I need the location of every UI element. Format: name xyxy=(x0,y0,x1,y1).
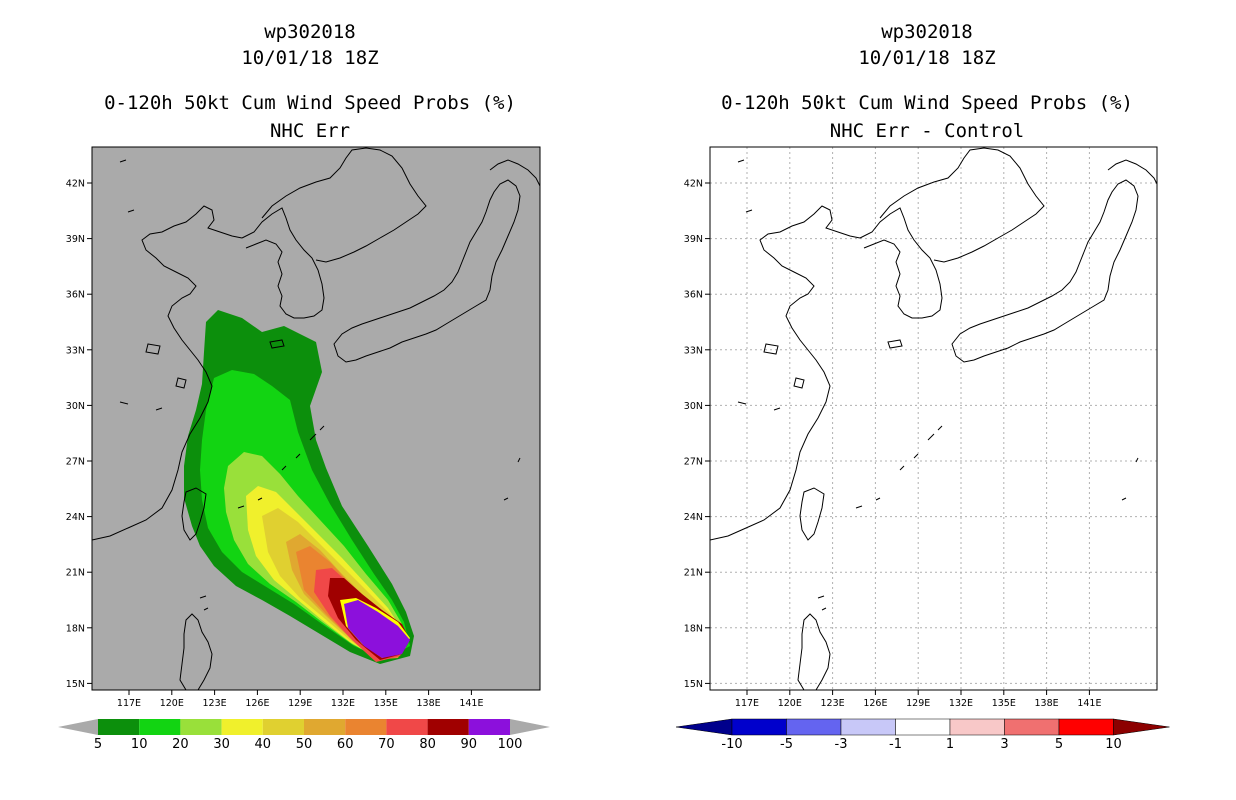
y-tick-label: 21N xyxy=(684,568,703,579)
x-tick-label: 135E xyxy=(992,698,1016,709)
colorbar-swatch xyxy=(139,719,181,735)
colorbar-swatch xyxy=(840,718,896,736)
right-axis-ticks: 117E 120E 123E 126E 129E 132E 135E 138E 141E 42N 3… xyxy=(684,179,1102,710)
y-tick-label: 33N xyxy=(684,345,703,356)
colorbar-label: 10 xyxy=(1105,737,1122,752)
colorbar-label: 40 xyxy=(255,737,272,752)
left-product-title: 0-120h 50kt Cum Wind Speed Probs (%) xyxy=(104,92,516,114)
colorbar-swatch xyxy=(731,718,787,736)
colorbar-swatch xyxy=(895,718,951,736)
x-tick-label: 123E xyxy=(821,698,845,709)
colorbar-swatch xyxy=(180,719,222,735)
colorbar-swatch xyxy=(949,718,1005,736)
y-tick-label: 27N xyxy=(66,457,85,468)
left-map-frame xyxy=(91,146,541,691)
y-tick-label: 30N xyxy=(66,401,85,412)
colorbar-swatch xyxy=(345,719,387,735)
right-map-frame xyxy=(709,146,1158,691)
colorbar-label: 60 xyxy=(337,737,354,752)
x-tick-label: 120E xyxy=(160,698,184,709)
colorbar-swatch xyxy=(386,719,428,735)
x-tick-label: 126E xyxy=(245,698,269,709)
colorbar-label: 20 xyxy=(172,737,189,752)
x-tick-label: 132E xyxy=(949,698,973,709)
colorbar-label: 100 xyxy=(498,737,523,752)
y-tick-label: 15N xyxy=(684,679,703,690)
x-tick-label: 123E xyxy=(203,698,227,709)
x-tick-label: 120E xyxy=(778,698,802,709)
colorbar-label: 90 xyxy=(461,737,478,752)
y-tick-label: 36N xyxy=(66,290,85,301)
colorbar-label: 10 xyxy=(131,737,148,752)
right-map-background xyxy=(710,147,1157,690)
left-colorbar: 5 10 20 30 40 50 60 70 80 90 100 xyxy=(58,719,550,752)
y-tick-label: 24N xyxy=(684,512,703,523)
right-map-panel: 117E 120E 123E 126E 129E 132E 135E 138E 141E 42N 3… xyxy=(684,146,1158,710)
x-tick-label: 129E xyxy=(906,698,930,709)
y-tick-label: 21N xyxy=(66,568,85,579)
colorbar-label: -1 xyxy=(889,737,902,752)
y-tick-label: 42N xyxy=(684,179,703,190)
right-subtitle: NHC Err - Control xyxy=(829,120,1025,142)
x-tick-label: 141E xyxy=(459,698,483,709)
y-tick-label: 33N xyxy=(66,345,85,356)
x-tick-label: 129E xyxy=(288,698,312,709)
x-tick-label: 132E xyxy=(331,698,355,709)
y-tick-label: 18N xyxy=(684,623,703,634)
colorbar-label: 50 xyxy=(296,737,313,752)
y-tick-label: 27N xyxy=(684,457,703,468)
colorbar-label: 3 xyxy=(1000,737,1008,752)
colorbar-low-arrow xyxy=(675,718,733,736)
x-tick-label: 117E xyxy=(735,698,759,709)
x-tick-label: 135E xyxy=(374,698,398,709)
colorbar-label: -10 xyxy=(721,737,742,752)
left-map-panel: 117E 120E 123E 126E 129E 132E 135E 138E 141E 42N 3… xyxy=(66,146,541,710)
x-tick-label: 138E xyxy=(417,698,441,709)
right-colorbar: -10 -5 -3 -1 1 3 5 10 xyxy=(675,718,1170,752)
right-product-title: 0-120h 50kt Cum Wind Speed Probs (%) xyxy=(721,92,1133,114)
colorbar-swatch xyxy=(1058,718,1114,736)
colorbar-label: 70 xyxy=(378,737,395,752)
x-tick-label: 126E xyxy=(863,698,887,709)
y-tick-label: 30N xyxy=(684,401,703,412)
x-tick-label: 141E xyxy=(1077,698,1101,709)
y-tick-label: 18N xyxy=(66,623,85,634)
x-tick-label: 138E xyxy=(1035,698,1059,709)
colorbar-label: 80 xyxy=(419,737,436,752)
y-tick-label: 24N xyxy=(66,512,85,523)
y-tick-label: 42N xyxy=(66,179,85,190)
colorbar-swatch xyxy=(98,719,140,735)
y-tick-label: 39N xyxy=(66,234,85,245)
colorbar-label: 5 xyxy=(94,737,102,752)
right-storm-id: wp302018 xyxy=(881,21,973,43)
colorbar-swatch xyxy=(427,719,469,735)
y-tick-label: 36N xyxy=(684,290,703,301)
colorbar-swatch xyxy=(786,718,842,736)
colorbar-label: 5 xyxy=(1055,737,1063,752)
right-gridlines xyxy=(710,147,1157,690)
left-subtitle: NHC Err xyxy=(269,120,351,142)
prob-100-contour xyxy=(344,600,410,658)
left-datetime: 10/01/18 18Z xyxy=(241,47,379,69)
left-storm-id: wp302018 xyxy=(264,21,356,43)
colorbar-high-arrow xyxy=(510,719,550,735)
colorbar-low-arrow xyxy=(58,719,98,735)
colorbar-label: 1 xyxy=(946,737,954,752)
colorbar-swatch xyxy=(304,719,346,735)
colorbar-swatch xyxy=(262,719,304,735)
colorbar-swatch xyxy=(1004,718,1060,736)
left-axis-ticks: 117E 120E 123E 126E 129E 132E 135E 138E 141E 42N 3… xyxy=(66,179,484,710)
x-tick-label: 117E xyxy=(117,698,141,709)
colorbar-label: -5 xyxy=(780,737,793,752)
right-datetime: 10/01/18 18Z xyxy=(858,47,996,69)
colorbar-swatch xyxy=(468,719,510,735)
y-tick-label: 15N xyxy=(66,679,85,690)
colorbar-high-arrow xyxy=(1113,718,1170,736)
colorbar-swatch xyxy=(221,719,263,735)
y-tick-label: 39N xyxy=(684,234,703,245)
colorbar-label: 30 xyxy=(213,737,230,752)
colorbar-label: -3 xyxy=(835,737,848,752)
